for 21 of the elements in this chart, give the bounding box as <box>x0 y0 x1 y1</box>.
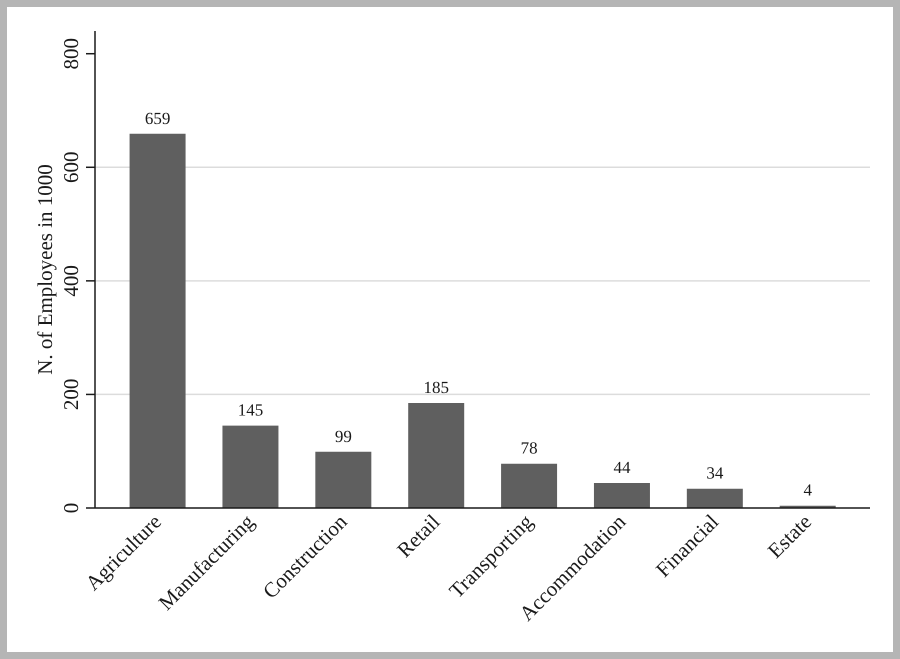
data-label: 185 <box>423 378 449 397</box>
bar <box>222 426 278 508</box>
data-label: 78 <box>520 438 538 458</box>
bar <box>315 452 372 508</box>
data-label: 99 <box>334 426 352 446</box>
data-label: 4 <box>803 480 812 500</box>
bar <box>408 402 464 508</box>
y-tick-label: 200 <box>59 378 83 410</box>
data-label: 44 <box>613 458 631 478</box>
y-tick-label: 400 <box>59 265 83 297</box>
bar <box>501 464 558 508</box>
data-label: 34 <box>706 464 724 483</box>
data-label: 659 <box>144 108 170 128</box>
bar <box>130 134 186 508</box>
y-tick-label: 600 <box>59 152 83 184</box>
data-label: 145 <box>238 400 264 420</box>
bar <box>594 483 650 508</box>
y-axis-title: N. of Employees in 1000 <box>33 164 57 375</box>
y-tick-label: 800 <box>59 38 83 70</box>
bar <box>686 488 743 508</box>
y-tick-label: 0 <box>59 502 83 514</box>
